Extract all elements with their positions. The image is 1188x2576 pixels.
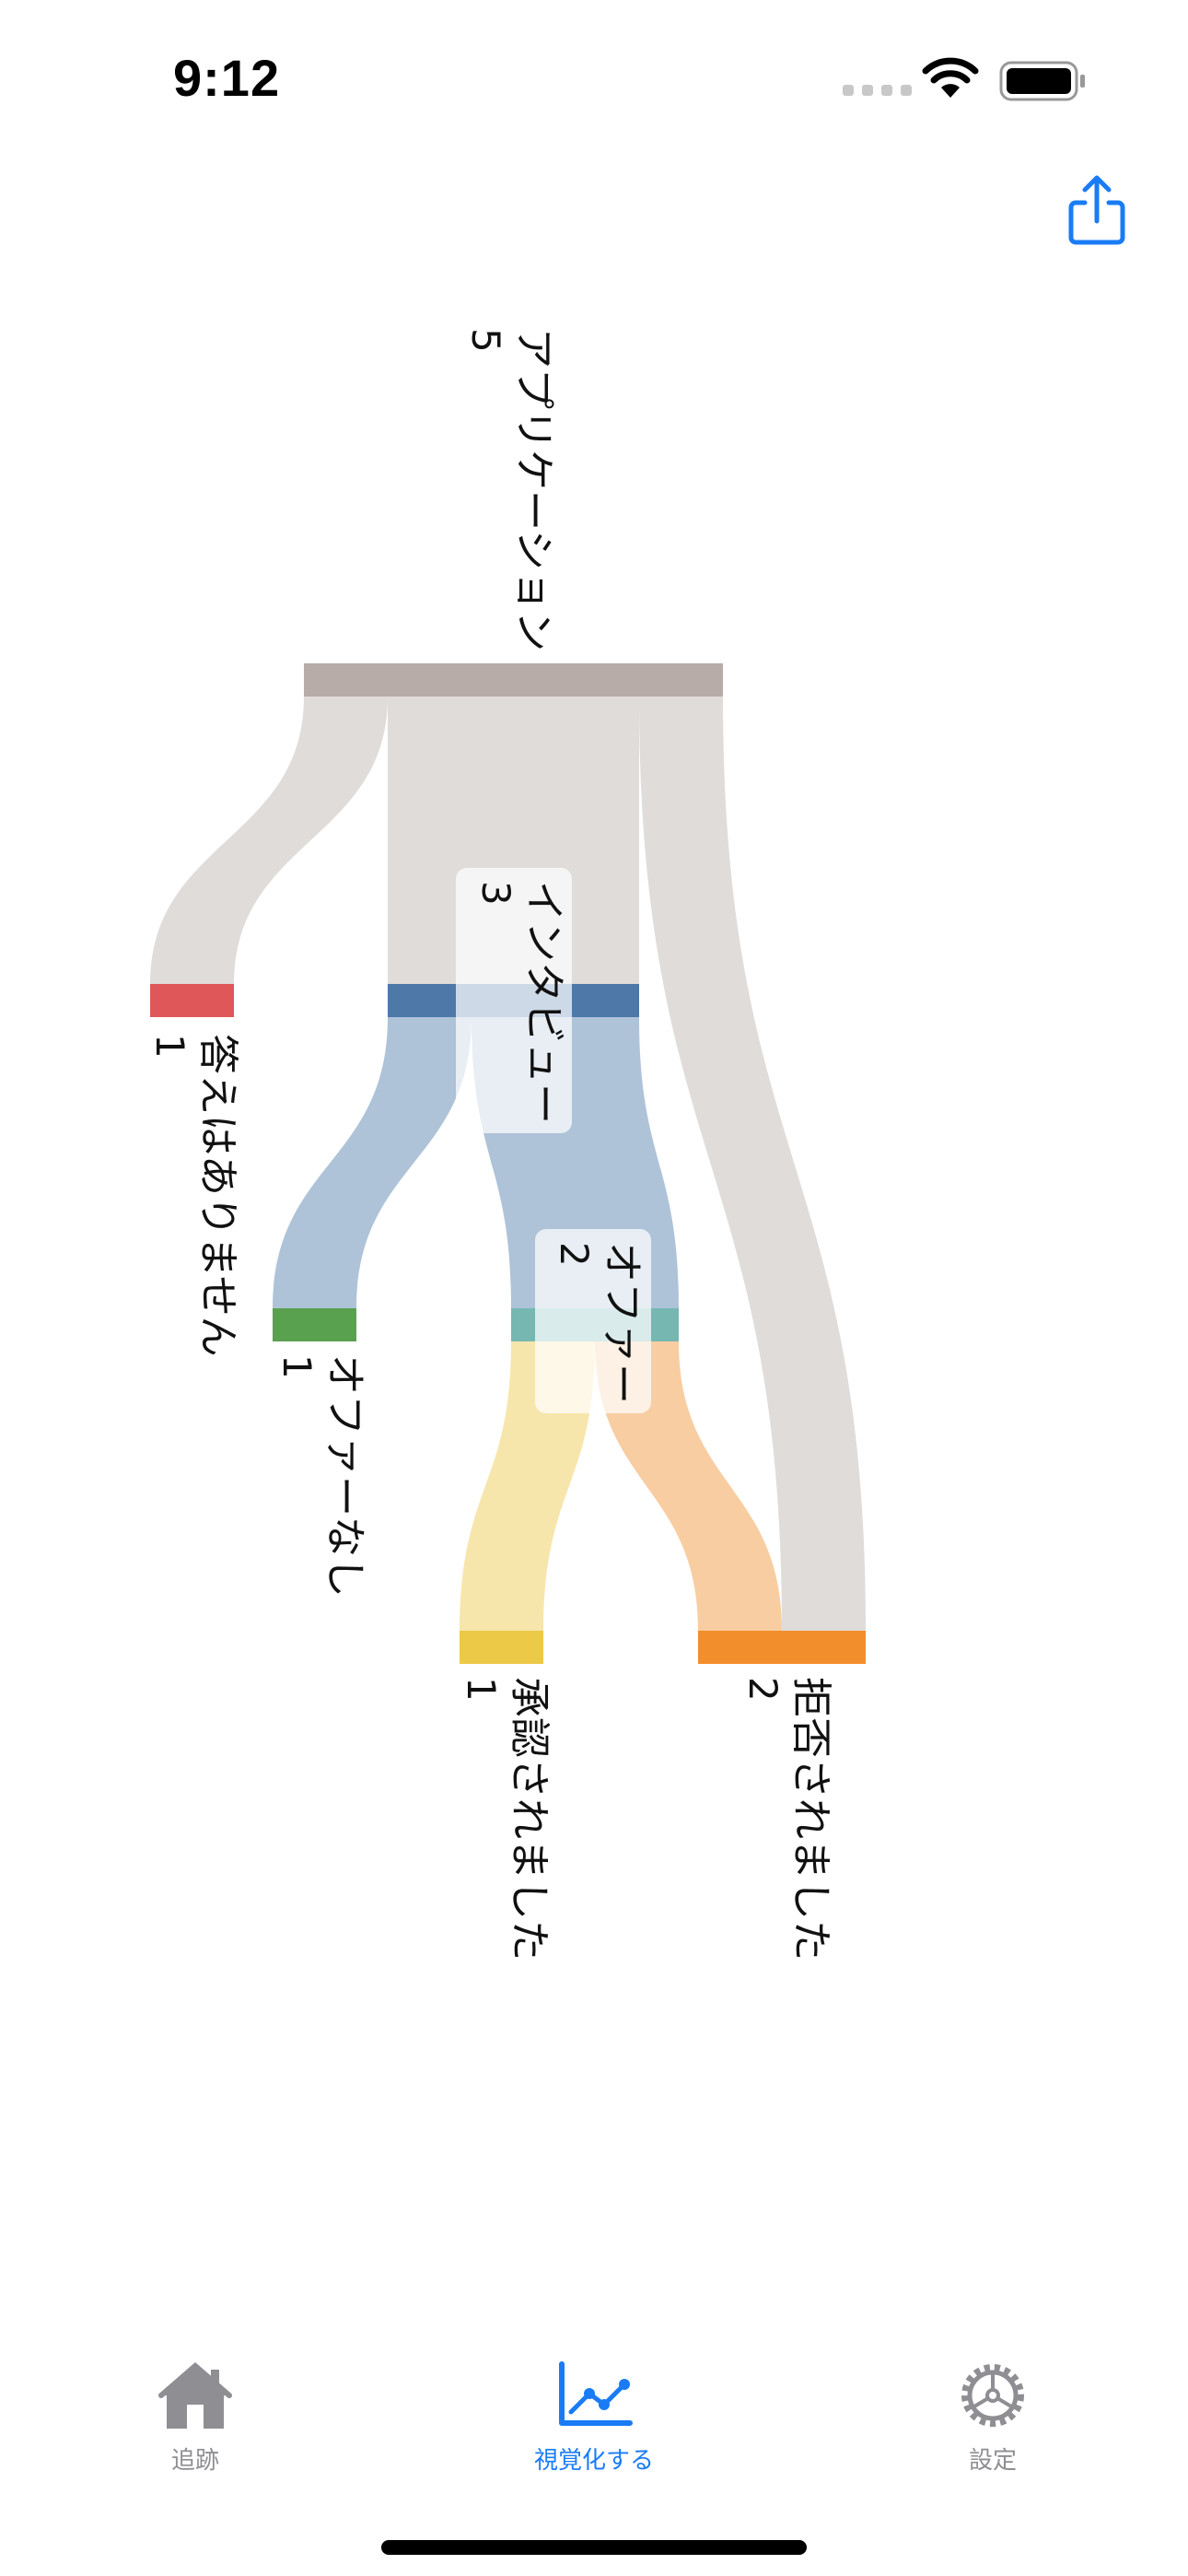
- status-time: 9:12: [173, 49, 281, 107]
- node-name: オファー: [599, 1242, 646, 1404]
- tab-label: 追跡: [170, 2447, 219, 2475]
- home-indicator: [381, 2540, 807, 2555]
- cellular-signal-icon: [843, 85, 912, 96]
- sankey-link-applications-no_answer: [150, 697, 388, 984]
- node-label-offer: オファー 2: [550, 1242, 646, 1404]
- node-count: 2: [740, 1677, 786, 1702]
- sankey-node-rejected: [698, 1631, 866, 1664]
- node-count: 1: [459, 1677, 504, 1702]
- sankey-link-offer-rejected: [595, 1341, 782, 1631]
- gear-icon: [961, 2364, 1024, 2427]
- node-count: 5: [463, 328, 508, 353]
- square-and-arrow-up-icon: [1068, 175, 1125, 245]
- wifi-icon: [922, 57, 979, 98]
- tab-visualize[interactable]: 視覚化する: [502, 2359, 686, 2476]
- node-label-no-answer: 答えはありません 1: [146, 1034, 241, 1357]
- node-label-accepted: 承認されました 1: [457, 1677, 553, 1961]
- node-name: 拒否されました: [787, 1677, 834, 1961]
- node-count: 1: [274, 1354, 320, 1379]
- node-name: 承認されました: [506, 1677, 553, 1961]
- node-label-rejected: 拒否されました 2: [739, 1677, 834, 1961]
- node-name: 答えはありません: [194, 1034, 241, 1357]
- chart-line-icon: [559, 2361, 633, 2426]
- tab-settings[interactable]: 設定: [901, 2359, 1085, 2476]
- sankey-link-interview-no_offer: [273, 1017, 472, 1308]
- node-label-background: [456, 868, 572, 1133]
- node-name: アプリケーション: [510, 328, 557, 652]
- node-count: 3: [473, 881, 518, 906]
- node-name: オファーなし: [321, 1354, 368, 1598]
- sankey-link-offer-accepted: [460, 1341, 595, 1631]
- share-button[interactable]: [1066, 173, 1127, 247]
- tab-bar: 追跡 視覚化する 設定: [0, 2340, 1188, 2576]
- node-label-no-offer: オファーなし 1: [273, 1354, 368, 1598]
- sankey-node-no_answer: [150, 984, 234, 1017]
- node-label-interview: インタビュー 3: [472, 881, 567, 1124]
- node-label-background: [535, 1229, 651, 1413]
- tab-label: 視覚化する: [533, 2447, 654, 2475]
- sankey-link-applications-interview: [388, 697, 639, 984]
- battery-icon: [999, 61, 1085, 101]
- sankey-link-applications-rejected: [639, 697, 866, 1631]
- node-count: 1: [147, 1034, 192, 1059]
- house-icon: [158, 2362, 232, 2429]
- node-label-applications: アプリケーション 5: [461, 328, 557, 651]
- node-name: インタビュー: [520, 881, 567, 1124]
- tab-tracking[interactable]: 追跡: [103, 2359, 287, 2476]
- node-count: 2: [552, 1242, 597, 1267]
- sankey-node-no_offer: [273, 1308, 356, 1341]
- tab-label: 設定: [968, 2447, 1017, 2475]
- sankey-node-applications: [304, 663, 723, 697]
- sankey-node-accepted: [460, 1631, 543, 1664]
